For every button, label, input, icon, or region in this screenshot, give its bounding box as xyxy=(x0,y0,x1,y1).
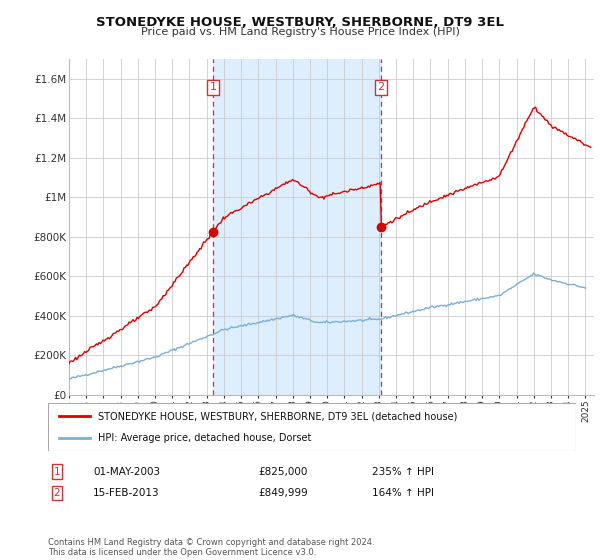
Text: 2: 2 xyxy=(53,488,61,498)
Text: Price paid vs. HM Land Registry's House Price Index (HPI): Price paid vs. HM Land Registry's House … xyxy=(140,27,460,37)
Text: 235% ↑ HPI: 235% ↑ HPI xyxy=(372,466,434,477)
Text: £849,999: £849,999 xyxy=(258,488,308,498)
Text: STONEDYKE HOUSE, WESTBURY, SHERBORNE, DT9 3EL: STONEDYKE HOUSE, WESTBURY, SHERBORNE, DT… xyxy=(96,16,504,29)
Text: 15-FEB-2013: 15-FEB-2013 xyxy=(93,488,160,498)
Text: £825,000: £825,000 xyxy=(258,466,307,477)
Text: HPI: Average price, detached house, Dorset: HPI: Average price, detached house, Dors… xyxy=(98,433,311,443)
Text: 2: 2 xyxy=(377,82,385,92)
Text: 01-MAY-2003: 01-MAY-2003 xyxy=(93,466,160,477)
Text: Contains HM Land Registry data © Crown copyright and database right 2024.
This d: Contains HM Land Registry data © Crown c… xyxy=(48,538,374,557)
Text: 164% ↑ HPI: 164% ↑ HPI xyxy=(372,488,434,498)
Bar xyxy=(213,59,381,395)
Text: 1: 1 xyxy=(53,466,61,477)
Text: 1: 1 xyxy=(209,82,217,92)
Text: STONEDYKE HOUSE, WESTBURY, SHERBORNE, DT9 3EL (detached house): STONEDYKE HOUSE, WESTBURY, SHERBORNE, DT… xyxy=(98,411,458,421)
